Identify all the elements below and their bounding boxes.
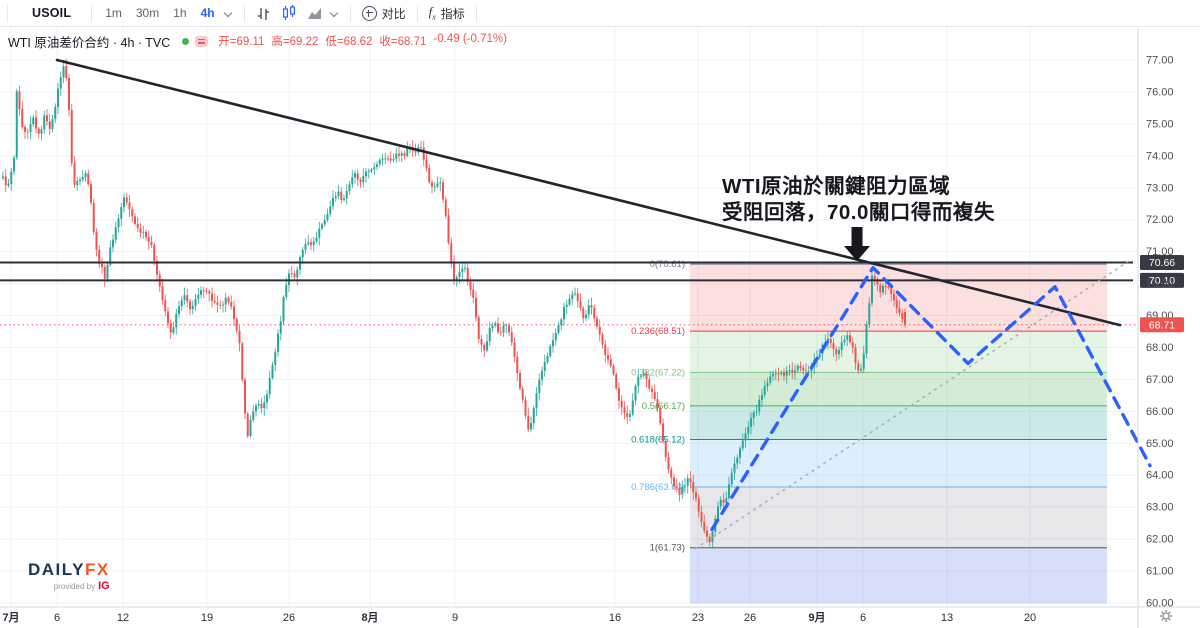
area-chart-icon [307, 8, 321, 19]
svg-text:65.00: 65.00 [1146, 438, 1174, 450]
svg-text:62.00: 62.00 [1146, 534, 1174, 546]
ohlc-high: 高=69.22 [271, 36, 319, 48]
svg-text:26: 26 [744, 612, 756, 624]
timeframe-chevron-down-icon[interactable] [224, 10, 232, 18]
svg-text:64.00: 64.00 [1146, 470, 1174, 482]
toolbar-separator [475, 4, 477, 22]
toolbar-left-separator [7, 4, 8, 22]
svg-text:12: 12 [117, 612, 129, 624]
compare-button[interactable]: 对比 [357, 5, 411, 22]
compare-label: 对比 [381, 6, 406, 21]
timeframe-4h-button[interactable]: 4h [200, 6, 215, 20]
svg-text:9月: 9月 [808, 611, 825, 624]
fx-function-icon: fx [428, 4, 436, 22]
svg-text:76.00: 76.00 [1146, 86, 1174, 98]
svg-text:72.00: 72.00 [1146, 214, 1174, 226]
annotation-line1: WTI原油於關鍵阻力區域 [722, 175, 951, 198]
ohlc-close: 收=68.71 [379, 36, 427, 48]
svg-text:0(70.61): 0(70.61) [650, 259, 685, 270]
plus-circle-icon [361, 5, 377, 21]
svg-text:6: 6 [860, 612, 866, 624]
svg-text:61.00: 61.00 [1146, 566, 1174, 578]
svg-text:8月: 8月 [361, 611, 378, 624]
svg-text:77.00: 77.00 [1146, 55, 1174, 67]
bars-icon [257, 7, 269, 20]
svg-text:7月: 7月 [2, 611, 19, 624]
logo-ig-text: IG [98, 580, 110, 592]
logo-daily-text: DAILY [28, 560, 85, 579]
symbol-label[interactable]: USOIL [32, 6, 72, 20]
logo-provided-by-text: provided by [53, 582, 96, 591]
svg-text:71.00: 71.00 [1146, 246, 1174, 258]
svg-text:70.00: 70.00 [1146, 278, 1174, 290]
svg-text:68.71: 68.71 [1149, 319, 1175, 331]
chart-legend: WTI 原油差价合约 · 4h · TVC 开=69.11 高=69.22 低=… [8, 33, 507, 50]
svg-text:70.66: 70.66 [1149, 257, 1175, 269]
chart-type-chevron-down-icon[interactable] [330, 10, 338, 18]
toolbar-separator [91, 4, 93, 22]
chart-type-area-button[interactable] [302, 6, 328, 20]
indicators-label: 指标 [440, 6, 465, 21]
ohlc-change: -0.49 (-0.71%) [433, 33, 507, 45]
ohlc-open: 开=69.11 [218, 36, 265, 48]
svg-text:73.00: 73.00 [1146, 182, 1174, 194]
chart-type-bars-button[interactable] [251, 6, 276, 21]
toolbar-separator [416, 4, 418, 22]
candles-icon [282, 5, 295, 20]
indicators-button[interactable]: fx 指标 [424, 4, 470, 22]
ohlc-low: 低=68.62 [325, 36, 373, 48]
svg-text:26: 26 [283, 612, 295, 624]
svg-text:6: 6 [54, 612, 60, 624]
svg-text:0.618(65.12): 0.618(65.12) [631, 434, 685, 445]
svg-text:16: 16 [609, 612, 621, 624]
svg-text:0.786(63.63): 0.786(63.63) [631, 482, 685, 493]
svg-text:0.5(66.17): 0.5(66.17) [642, 401, 685, 412]
svg-text:1(61.73): 1(61.73) [650, 543, 685, 554]
top-toolbar: USOIL 1m 30m 1h 4h 对比 [0, 0, 1200, 27]
timeframe-1h-button[interactable]: 1h [173, 6, 187, 20]
annotation-line2: 受阻回落，70.0關口得而複失 [722, 201, 995, 224]
ohlc-values: 开=69.11 高=69.22 低=68.62 收=68.71 -0.49 (-… [218, 33, 507, 49]
svg-text:60.00: 60.00 [1146, 597, 1174, 609]
timeframe-1m-button[interactable]: 1m [105, 6, 122, 20]
svg-text:0.382(67.22): 0.382(67.22) [631, 367, 685, 378]
svg-text:63.00: 63.00 [1146, 502, 1174, 514]
svg-text:75.00: 75.00 [1146, 118, 1174, 130]
svg-text:68.00: 68.00 [1146, 342, 1174, 354]
toolbar-separator [349, 4, 351, 22]
svg-text:74.00: 74.00 [1146, 150, 1174, 162]
market-status-dot-icon [182, 37, 190, 45]
svg-text:13: 13 [941, 612, 953, 624]
svg-text:23: 23 [692, 612, 704, 624]
market-status-badge-icon [195, 35, 209, 47]
chart-type-candles-button[interactable] [276, 5, 302, 21]
settings-gear-icon[interactable] [1158, 608, 1174, 624]
toolbar-separator [243, 4, 245, 22]
svg-text:20: 20 [1024, 612, 1036, 624]
chart-title[interactable]: WTI 原油差价合约 · 4h · TVC [8, 35, 171, 50]
dailyfx-logo: DAILYFX provided by IG [28, 561, 110, 592]
timeframe-30m-button[interactable]: 30m [135, 6, 160, 20]
svg-text:19: 19 [201, 612, 213, 624]
logo-fx-text: FX [84, 560, 110, 579]
svg-text:9: 9 [452, 612, 458, 624]
svg-text:66.00: 66.00 [1146, 406, 1174, 418]
svg-text:67.00: 67.00 [1146, 374, 1174, 386]
svg-text:70.10: 70.10 [1149, 275, 1175, 287]
annotation-text: WTI原油於關鍵阻力區域 受阻回落，70.0關口得而複失 [722, 174, 995, 226]
svg-text:0.236(68.51): 0.236(68.51) [631, 326, 685, 337]
